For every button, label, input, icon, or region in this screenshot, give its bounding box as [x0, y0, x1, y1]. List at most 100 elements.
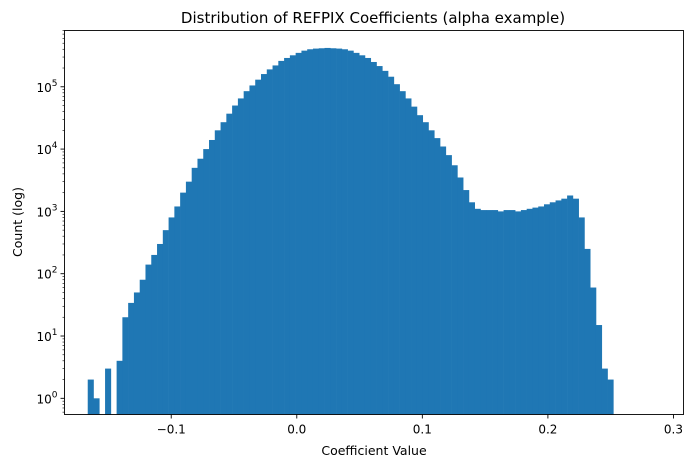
- histogram-bar: [289, 55, 296, 415]
- histogram-bar: [445, 155, 452, 415]
- histogram-bar: [341, 49, 348, 415]
- histogram-bar: [312, 48, 320, 415]
- histogram-bar: [295, 52, 302, 415]
- histogram-bar: [278, 60, 285, 415]
- histogram-bar: [544, 204, 551, 415]
- histogram-bar: [237, 98, 244, 415]
- histogram-bar: [87, 379, 94, 415]
- histogram-bar: [364, 57, 372, 415]
- histogram-bar: [330, 48, 337, 415]
- histogram-bar: [561, 198, 568, 415]
- histogram-bar: [336, 48, 343, 415]
- histogram-bar: [497, 211, 504, 415]
- histogram-bar: [451, 165, 458, 415]
- histogram-bar: [457, 177, 464, 415]
- histogram-bar: [122, 317, 129, 415]
- histogram-bar: [526, 208, 533, 415]
- histogram-bar: [388, 76, 395, 415]
- histogram-bar: [590, 287, 597, 415]
- histogram-bar: [428, 130, 435, 415]
- histogram-bar: [255, 79, 262, 415]
- histogram-bar: [584, 248, 591, 415]
- histogram-bar: [520, 210, 527, 415]
- histogram-bar: [133, 292, 141, 415]
- x-tick-label: 0.2: [538, 423, 557, 437]
- histogram-bar: [214, 130, 221, 415]
- histogram-bar: [157, 243, 164, 415]
- histogram-bar: [359, 55, 366, 415]
- y-tick-label: 101: [36, 328, 57, 344]
- histogram-bar: [555, 200, 562, 415]
- histogram-bar: [318, 48, 325, 415]
- histogram-bar: [434, 138, 441, 415]
- histogram-bar: [595, 325, 603, 415]
- histogram-bar: [382, 70, 389, 415]
- histogram-bar: [301, 50, 308, 415]
- histogram-bar: [399, 91, 406, 415]
- histogram-bar: [440, 146, 447, 415]
- histogram-bar: [411, 106, 418, 415]
- histogram-bar: [538, 206, 545, 415]
- histogram-bar: [243, 91, 250, 415]
- histogram-bar: [578, 217, 585, 415]
- histogram-bar: [370, 61, 377, 415]
- histogram-bar: [549, 202, 556, 415]
- histogram-bar: [509, 210, 516, 415]
- histogram-bar: [416, 115, 424, 415]
- histogram-bar: [93, 398, 100, 415]
- histogram-bar: [567, 195, 574, 415]
- histogram-bar: [463, 190, 470, 415]
- histogram-bar: [145, 264, 152, 415]
- histogram-bar: [128, 302, 135, 415]
- histogram-bar: [105, 368, 112, 415]
- histogram-bar: [180, 192, 187, 415]
- histogram-bar: [232, 105, 239, 415]
- histogram-bar: [226, 113, 233, 415]
- x-tick-label: 0.3: [664, 423, 683, 437]
- histogram-bar: [347, 50, 354, 415]
- histogram-bar: [174, 206, 181, 415]
- x-axis-label: Coefficient Value: [321, 443, 427, 458]
- histogram-bar: [486, 210, 493, 415]
- x-axis-ticks: −0.1 0.0 0.1 0.2 0.3: [157, 414, 683, 437]
- histogram-bars: [87, 47, 614, 415]
- histogram-bar: [422, 122, 429, 415]
- histogram-bar: [601, 368, 608, 415]
- histogram-bar: [272, 65, 279, 415]
- histogram-bar: [116, 360, 123, 415]
- y-tick-label: 105: [36, 79, 57, 95]
- histogram-bar: [203, 149, 210, 415]
- histogram-bar: [474, 208, 481, 415]
- histogram-bar: [515, 211, 522, 415]
- histogram-bar: [376, 66, 383, 415]
- histogram-bar: [480, 210, 487, 415]
- histogram-bar: [197, 158, 204, 415]
- histogram-bar: [162, 230, 169, 415]
- chart-title: Distribution of REFPIX Coefficients (alp…: [181, 9, 565, 27]
- histogram-bar: [168, 217, 175, 415]
- histogram-bar: [393, 84, 400, 415]
- histogram-bar: [266, 69, 273, 415]
- histogram-bar: [503, 210, 510, 415]
- histogram-bar: [324, 47, 331, 415]
- y-tick-label: 103: [36, 203, 57, 219]
- histogram-bar: [572, 198, 579, 415]
- histogram-bar: [284, 57, 291, 415]
- histogram-bar: [353, 52, 360, 415]
- histogram-bar: [139, 279, 146, 415]
- y-axis-label: Count (log): [10, 187, 25, 257]
- x-tick-label: 0.0: [287, 423, 306, 437]
- histogram-bar: [249, 85, 256, 415]
- histogram-bar: [492, 210, 499, 415]
- histogram-bar: [405, 98, 412, 415]
- histogram-bar: [191, 167, 198, 415]
- y-tick-label: 104: [36, 141, 57, 157]
- histogram-bar: [607, 379, 614, 415]
- plot-frame: [64, 30, 684, 415]
- histogram-bar: [220, 122, 227, 415]
- histogram-bar: [151, 254, 158, 415]
- histogram-bar: [261, 74, 268, 415]
- x-tick-label: 0.1: [413, 423, 432, 437]
- histogram-bar: [185, 181, 192, 415]
